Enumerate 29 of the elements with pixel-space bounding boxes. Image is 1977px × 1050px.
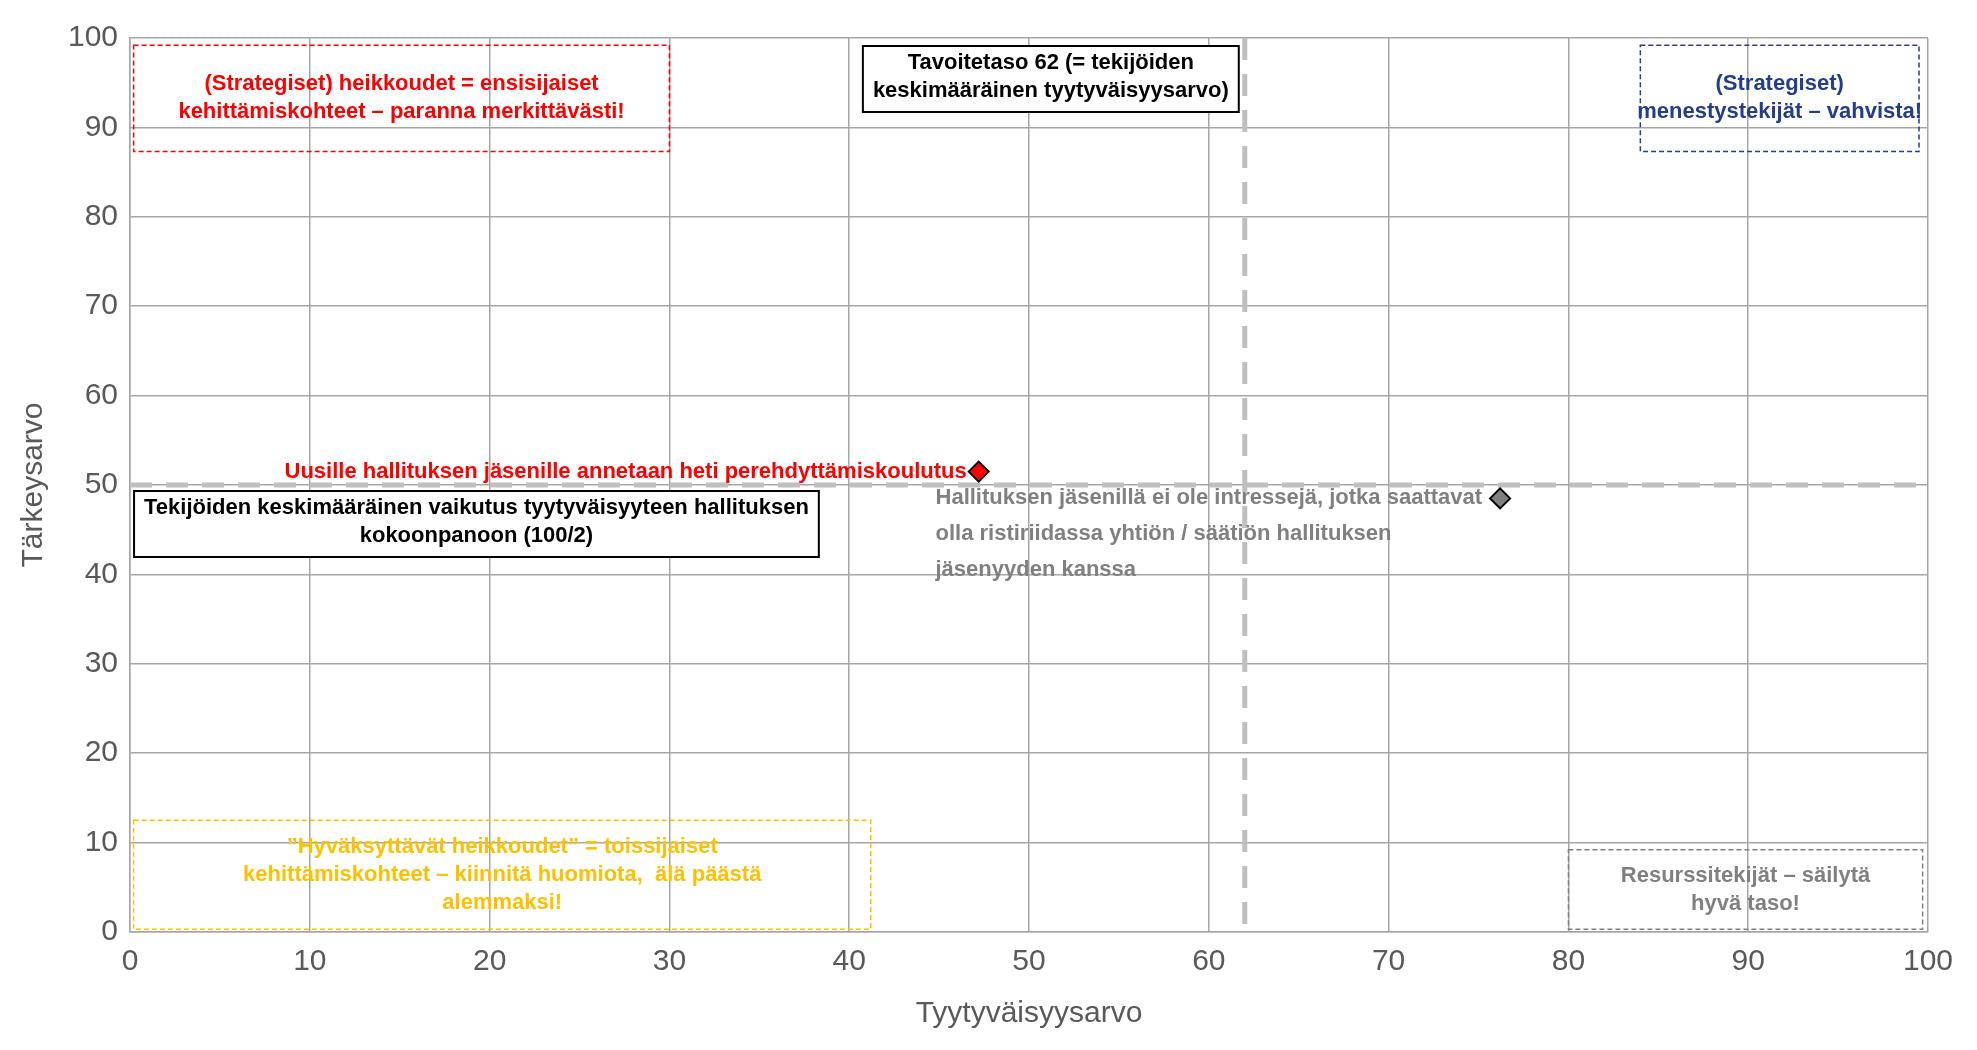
x-tick-label: 50	[1012, 943, 1046, 977]
annotation: (Strategiset) menestystekijät – vahvista!	[1637, 70, 1923, 124]
ref-line-label: Tavoitetaso 62 (= tekijöiden keskimääräinen tyytyväisyysarvo)	[872, 49, 1229, 103]
annotation: (Strategiset) heikkoudet = ensisijaiset kehittämiskohteet – paranna merkittävästi!	[178, 70, 625, 124]
y-tick-label: 30	[84, 645, 119, 679]
y-axis-title: Tärkeysarvo	[15, 402, 49, 568]
y-tick-label: 100	[67, 19, 119, 53]
y-tick-label: 10	[84, 823, 119, 857]
y-tick-label: 0	[101, 913, 119, 947]
x-tick-label: 70	[1371, 943, 1406, 977]
y-tick-label: 50	[84, 466, 119, 500]
y-tick-label: 70	[84, 287, 119, 321]
x-tick-label: 30	[652, 943, 687, 977]
y-tick-label: 20	[84, 734, 119, 768]
y-tick-label: 90	[84, 108, 119, 142]
x-tick-label: 100	[1902, 943, 1954, 977]
x-tick-label: 80	[1551, 943, 1586, 977]
y-tick-label: 80	[84, 198, 119, 232]
annotation: ”Hyväksyttävät heikkoudet” = toissijaiset kehittämiskohteet – kiinnitä huomiota, älä päästä alemmaksi!	[243, 832, 763, 914]
ref-line-label: Tekijöiden keskimääräinen vaikutus tyytyväisyyteen hallituksen kokoonpanoon (100/2)	[144, 494, 809, 548]
x-axis-title: Tyytyväisyysarvo	[915, 995, 1143, 1029]
x-tick-label: 90	[1731, 943, 1765, 977]
x-tick-label: 20	[472, 943, 507, 977]
y-tick-label: 40	[84, 555, 119, 589]
annotation: Uusille hallituksen jäsenille annetaan heti perehdyttämiskoulutus	[284, 457, 967, 483]
y-tick-label: 60	[84, 376, 119, 410]
x-tick-label: 60	[1192, 943, 1226, 977]
x-tick-label: 40	[832, 943, 866, 977]
x-tick-label: 10	[293, 943, 327, 977]
